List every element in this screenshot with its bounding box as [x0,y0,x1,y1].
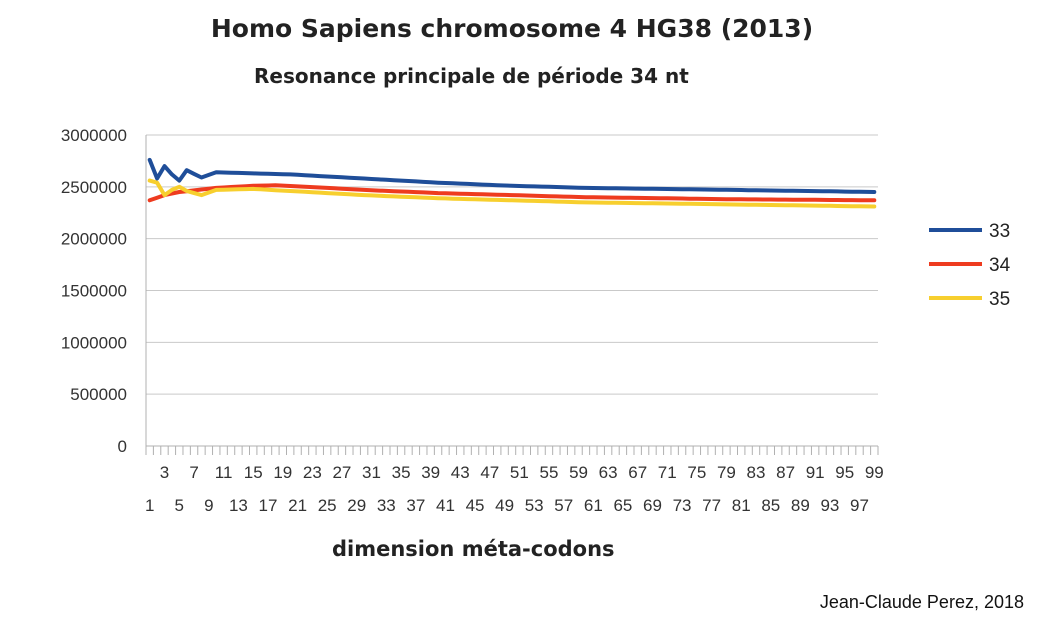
series-line-34 [147,183,877,203]
y-tick-label: 500000 [70,385,127,404]
x-tick-label: 39 [421,463,440,482]
y-tick-label: 0 [118,437,127,456]
x-tick-label: 9 [204,496,213,515]
x-tick-label: 81 [732,496,751,515]
x-tick-label: 29 [347,496,366,515]
y-tick-label: 2000000 [61,230,127,249]
x-tick-label: 93 [820,496,839,515]
x-tick-label: 55 [540,463,559,482]
x-tick-label: 79 [717,463,736,482]
x-tick-label: 47 [480,463,499,482]
x-tick-label: 71 [658,463,677,482]
x-tick-label: 41 [436,496,455,515]
y-tick-label: 1000000 [61,333,127,352]
x-tick-label: 5 [175,496,184,515]
x-tick-label: 87 [776,463,795,482]
x-tick-label: 33 [377,496,396,515]
legend-label-35: 35 [989,289,1010,310]
x-tick-label: 53 [525,496,544,515]
chart-subtitle: Resonance principale de période 34 nt [254,64,689,88]
x-tick-label: 57 [554,496,573,515]
y-tick-label: 2500000 [61,178,127,197]
x-tick-label: 11 [215,463,233,482]
series-line-33 [147,157,877,194]
legend-label-33: 33 [989,221,1010,242]
gridlines [146,134,878,447]
x-tick-label: 43 [451,463,470,482]
x-tick-label: 61 [584,496,603,515]
y-tick-label: 3000000 [61,126,127,145]
x-tick-label: 1 [145,496,154,515]
x-tick-label: 89 [791,496,810,515]
x-tick-label: 59 [569,463,588,482]
legend-label-34: 34 [989,255,1011,276]
x-tick-label: 85 [761,496,780,515]
x-tick-label: 67 [628,463,647,482]
credit-text: Jean-Claude Perez, 2018 [819,592,1024,612]
x-axis-title: dimension méta-codons [332,537,615,561]
x-tick-label: 37 [406,496,425,515]
x-tick-label: 91 [806,463,825,482]
x-tick-label: 21 [288,496,307,515]
x-tick-label: 65 [613,496,632,515]
series-line-35 [147,178,877,209]
x-tick-label: 63 [599,463,618,482]
x-tick-label: 27 [332,463,351,482]
x-tick-label: 49 [495,496,514,515]
x-tick-label: 25 [318,496,337,515]
x-tick-label: 35 [392,463,411,482]
y-axis: 0 500000 1000000 1500000 2000000 2500000 30000… [61,126,147,456]
x-tick-label: 83 [747,463,766,482]
x-tick-label: 77 [702,496,721,515]
x-axis: 1357911131517192123252729313335373941434… [145,445,884,515]
x-tick-label: 7 [189,463,198,482]
x-tick-label: 13 [229,496,248,515]
x-tick-label: 73 [673,496,692,515]
chart-title: Homo Sapiens chromosome 4 HG38 (2013) [210,14,814,43]
x-tick-label: 3 [160,463,169,482]
x-tick-label: 97 [850,496,869,515]
x-tick-label: 17 [259,496,278,515]
x-tick-label: 75 [687,463,706,482]
x-tick-label: 45 [466,496,485,515]
x-tick-label: 95 [835,463,854,482]
x-tick-label: 23 [303,463,322,482]
x-tick-label: 69 [643,496,662,515]
x-tick-label: 19 [273,463,292,482]
x-tick-label: 31 [362,463,381,482]
x-tick-label: 51 [510,463,529,482]
x-tick-label: 15 [244,463,263,482]
y-tick-label: 1500000 [61,282,127,301]
series-lines [147,157,877,209]
x-tick-label: 99 [865,463,884,482]
legend: 33 34 35 [929,221,1011,310]
